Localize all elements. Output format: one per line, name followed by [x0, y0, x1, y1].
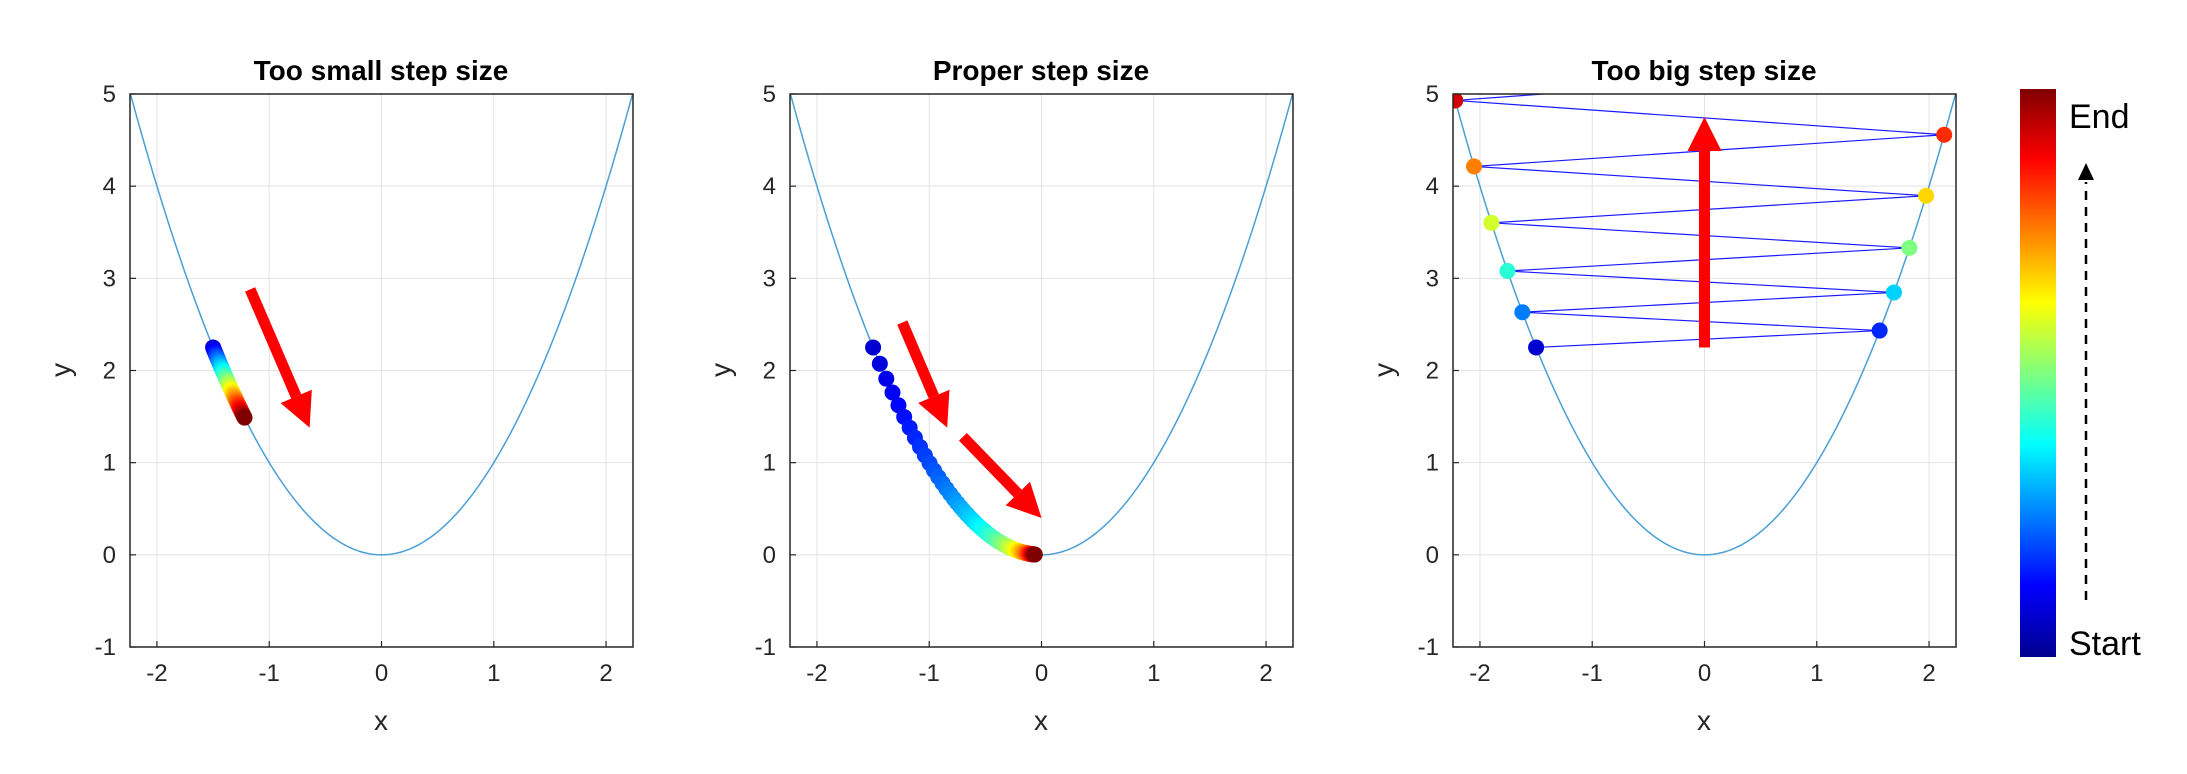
arrow-head — [1005, 481, 1042, 518]
colorbar-direction-arrowhead — [2078, 163, 2094, 180]
arrow-shaft — [245, 287, 302, 399]
axes-box — [789, 93, 1294, 648]
direction-arrows — [1687, 117, 1722, 348]
trajectory-point — [1466, 158, 1483, 175]
y-tick-label: 4 — [763, 173, 776, 200]
panel-big-step: Too big step size -2 -1 0 1 2 -1 0 1 2 3 4 5 x y — [1368, 55, 1972, 736]
y-tick-label: 2 — [1426, 358, 1439, 385]
trajectory-point — [236, 409, 253, 426]
colorbar: End Start — [2020, 89, 2141, 663]
x-tick-label: 1 — [1810, 660, 1823, 687]
y-axis-label: y — [1368, 363, 1399, 377]
colorbar-end-label: End — [2069, 98, 2130, 136]
axes-box — [1452, 93, 1957, 648]
y-tick-label: 5 — [103, 81, 116, 108]
y-tick-label: -1 — [1418, 634, 1439, 661]
trajectory-point — [1499, 263, 1516, 280]
arrow-head — [280, 389, 312, 428]
y-tick-label: 4 — [1426, 173, 1439, 200]
y-tick-label: 2 — [763, 358, 776, 385]
trajectory-point — [1885, 284, 1902, 301]
y-tick-label: 0 — [103, 542, 116, 569]
x-tick-label: -1 — [259, 660, 280, 687]
x-tick-label: -2 — [146, 660, 167, 687]
y-tick-label: 0 — [763, 542, 776, 569]
trajectory-point — [1918, 187, 1935, 204]
trajectory-point — [1901, 239, 1918, 256]
x-tick-label: -2 — [1469, 660, 1490, 687]
trajectory-point — [1453, 94, 1464, 109]
tick-labels: -2 -1 0 1 2 -1 0 1 2 3 4 5 — [1418, 81, 1936, 687]
y-tick-label: 4 — [103, 173, 116, 200]
grid — [790, 93, 1293, 648]
arrow-shaft — [897, 320, 939, 399]
arrow-head — [918, 389, 950, 428]
trajectory-point — [1528, 339, 1545, 356]
grid — [130, 93, 633, 648]
direction-arrow — [245, 287, 312, 428]
y-tick-label: 0 — [1426, 542, 1439, 569]
trajectory-point — [1871, 322, 1888, 339]
x-tick-label: 0 — [1035, 660, 1048, 687]
trajectory-points — [205, 339, 253, 426]
trajectory-point — [1514, 304, 1531, 321]
x-tick-label: -1 — [1582, 660, 1603, 687]
colorbar-gradient — [2020, 89, 2056, 657]
y-axis-label: y — [705, 363, 736, 377]
direction-arrow — [958, 433, 1042, 518]
x-axis-label: x — [1697, 705, 1711, 736]
trajectory-point — [878, 370, 895, 387]
axes-box — [129, 93, 634, 648]
y-tick-label: 1 — [763, 450, 776, 477]
chart-title: Too small step size — [254, 55, 509, 86]
x-tick-label: 1 — [1147, 660, 1160, 687]
x-tick-label: 0 — [375, 660, 388, 687]
direction-arrow — [897, 320, 950, 428]
y-tick-label: -1 — [95, 634, 116, 661]
x-tick-label: 2 — [599, 660, 612, 687]
arrow-shaft — [958, 433, 1022, 498]
x-tick-label: 0 — [1698, 660, 1711, 687]
trajectory-points — [865, 339, 1043, 563]
y-tick-label: 5 — [1426, 81, 1439, 108]
x-axis-label: x — [374, 705, 388, 736]
trajectory-point — [865, 339, 882, 356]
y-tick-label: -1 — [755, 634, 776, 661]
y-tick-label: 1 — [103, 450, 116, 477]
trajectory-points — [1453, 55, 1972, 356]
trajectory-point — [884, 384, 901, 401]
y-tick-label: 5 — [763, 81, 776, 108]
panel-small-step: Too small step size -2 -1 0 1 2 -1 0 1 2 3 4 5 x y — [45, 55, 634, 736]
trajectory-point — [1026, 546, 1043, 563]
x-tick-label: 1 — [487, 660, 500, 687]
trajectory-point — [1936, 126, 1953, 143]
trajectory-point — [1956, 55, 1972, 71]
y-axis-label: y — [45, 363, 76, 377]
x-tick-label: 2 — [1922, 660, 1935, 687]
y-tick-label: 1 — [1426, 450, 1439, 477]
y-tick-label: 3 — [763, 265, 776, 292]
chart-title: Too big step size — [1591, 55, 1816, 86]
direction-arrows — [245, 287, 312, 428]
colorbar-start-label: Start — [2069, 625, 2141, 663]
arrow-head — [1687, 117, 1722, 152]
direction-arrow — [1687, 117, 1722, 348]
y-tick-label: 3 — [103, 265, 116, 292]
y-tick-label: 3 — [1426, 265, 1439, 292]
panel-proper-step: Proper step size -2 -1 0 1 2 -1 0 1 2 3 4 5 x y — [705, 55, 1294, 736]
trajectory-point — [871, 355, 888, 372]
x-tick-label: 2 — [1259, 660, 1272, 687]
y-tick-label: 2 — [103, 358, 116, 385]
x-tick-label: -1 — [919, 660, 940, 687]
direction-arrows — [897, 320, 1042, 518]
x-tick-label: -2 — [806, 660, 827, 687]
trajectory-point — [1483, 214, 1500, 231]
chart-title: Proper step size — [933, 55, 1149, 86]
tick-labels: -2 -1 0 1 2 -1 0 1 2 3 4 5 — [95, 81, 613, 687]
x-axis-label: x — [1034, 705, 1048, 736]
